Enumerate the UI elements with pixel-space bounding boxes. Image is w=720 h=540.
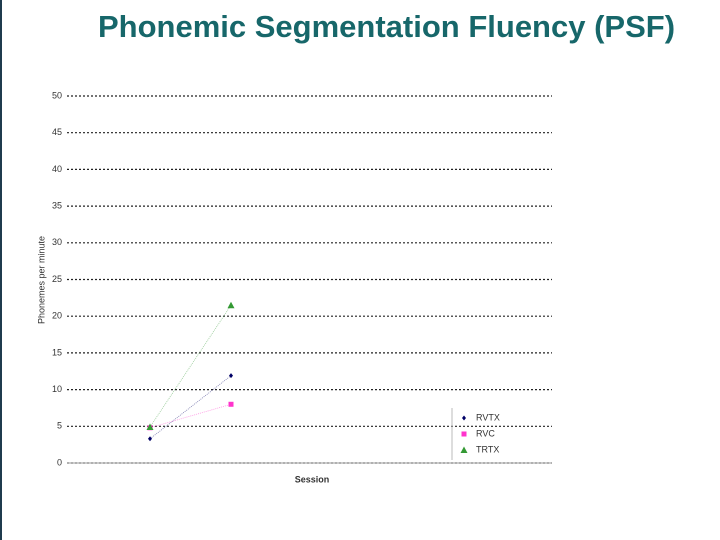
series-line [149,403,232,429]
marker [462,415,466,421]
marker [146,423,154,431]
slide-title: Phonemic Segmentation Fluency (PSF) [98,9,676,44]
y-tick-label: 40 [52,164,62,174]
x-axis-label: Session [295,474,330,484]
y-tick-label: 30 [52,237,62,247]
y-tick-label: 35 [52,200,62,210]
y-axis-label: Phonemes per minute [36,236,46,324]
y-tick-label: 0 [57,457,62,467]
marker [148,436,152,442]
legend-label: RVTX [476,412,500,422]
y-tick-label: 15 [52,347,62,357]
y-tick-label: 20 [52,311,62,321]
marker [228,401,234,407]
series-line [149,304,232,428]
y-tick-label: 50 [52,90,62,100]
y-tick-label: 25 [52,274,62,284]
marker [461,431,467,437]
marker [229,373,233,379]
series-line [149,375,232,440]
legend-label: TRTX [476,444,499,454]
y-tick-label: 5 [57,421,62,431]
marker [460,446,468,453]
marker [227,301,235,309]
y-tick-label: 45 [52,127,62,137]
legend-label: RVC [476,428,495,438]
y-tick-label: 10 [52,384,62,394]
